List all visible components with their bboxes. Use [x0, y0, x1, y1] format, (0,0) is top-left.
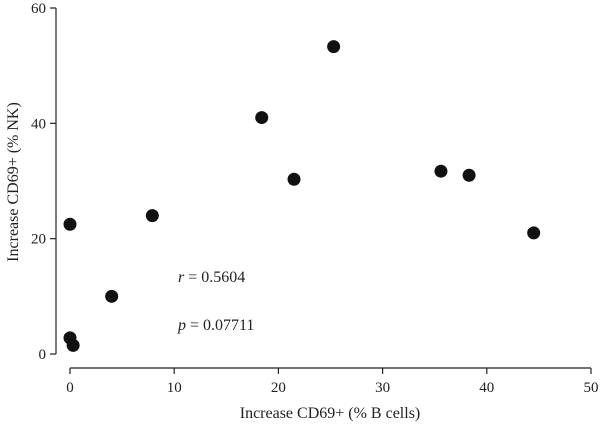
p-annotation: p = 0.07711 — [177, 317, 254, 334]
data-point — [434, 164, 448, 178]
r-value: = 0.5604 — [184, 269, 245, 286]
data-point — [527, 226, 541, 240]
x-tick-label: 10 — [167, 380, 182, 396]
x-tick-label: 20 — [271, 380, 286, 396]
data-point — [145, 209, 159, 223]
r-annotation: r = 0.5604 — [178, 269, 245, 286]
x-tick-label: 50 — [584, 380, 599, 396]
x-ticks: 0 10 20 30 40 50 — [66, 368, 599, 396]
x-axis-title: Increase CD69+ (% B cells) — [240, 405, 421, 422]
x-tick-label: 30 — [375, 380, 390, 396]
data-point — [63, 217, 77, 231]
y-axis-title: Increase CD69+ (% NK) — [5, 102, 22, 262]
data-point — [255, 111, 269, 125]
data-point — [462, 168, 476, 182]
y-tick-label: 40 — [31, 116, 46, 132]
data-point — [287, 172, 301, 186]
axes: 0 10 20 30 40 50 0 20 40 60 — [31, 1, 599, 396]
data-point — [105, 289, 119, 303]
y-ticks: 0 20 40 60 — [31, 1, 56, 363]
r-symbol: r — [178, 269, 185, 286]
data-points — [63, 40, 541, 352]
p-symbol: p — [177, 317, 186, 334]
p-value: = 0.07711 — [186, 317, 254, 334]
y-tick-label: 0 — [39, 347, 47, 363]
data-point — [66, 338, 80, 352]
y-tick-label: 20 — [31, 232, 46, 248]
y-tick-label: 60 — [31, 1, 46, 17]
data-point — [327, 40, 341, 54]
x-tick-label: 0 — [66, 380, 74, 396]
x-tick-label: 40 — [479, 380, 494, 396]
